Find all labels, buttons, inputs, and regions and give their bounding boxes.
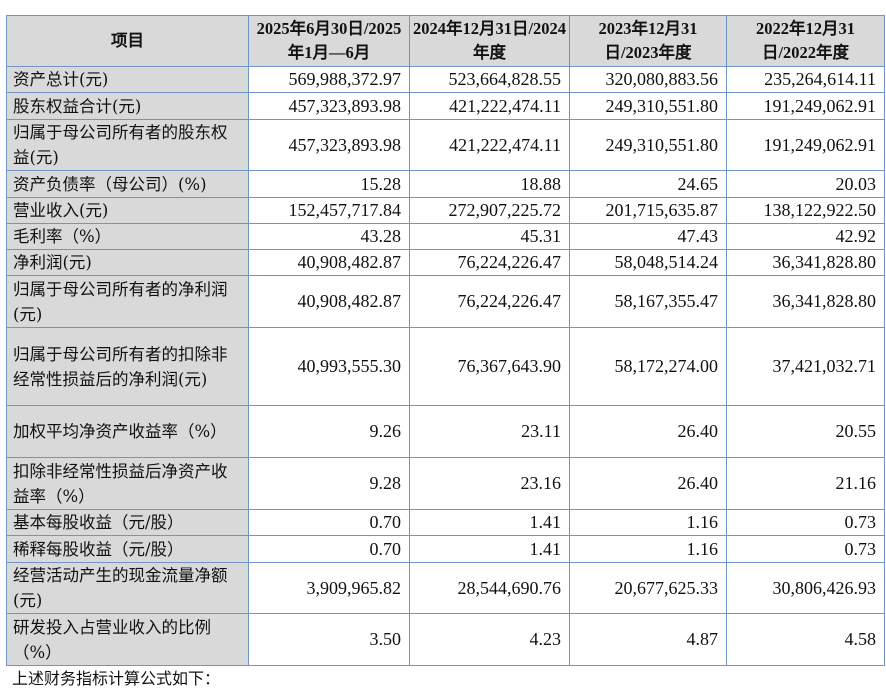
cell-value: 138,122,922.50 (726, 197, 885, 224)
cell-value: 40,908,482.87 (248, 275, 410, 328)
cell-value: 421,222,474.11 (409, 92, 570, 120)
table-row: 基本每股收益（元/股） 0.70 1.41 1.16 0.73 (6, 509, 885, 536)
row-label: 资产总计(元) (6, 66, 249, 93)
cell-value: 40,993,555.30 (248, 327, 410, 406)
cell-value: 249,310,551.80 (569, 92, 727, 120)
row-label: 基本每股收益（元/股） (6, 509, 249, 536)
cell-value: 43.28 (248, 223, 410, 250)
row-label: 归属于母公司所有者的净利润(元) (6, 275, 249, 328)
table-row: 资产总计(元) 569,988,372.97 523,664,828.55 320,0… (6, 66, 885, 93)
cell-value: 15.28 (248, 170, 410, 198)
cell-value: 457,323,893.98 (248, 92, 410, 120)
cell-value: 272,907,225.72 (409, 197, 570, 224)
table-row: 股东权益合计(元) 457,323,893.98 421,222,474.11 249… (6, 92, 885, 120)
cell-value: 4.23 (409, 613, 570, 666)
table-row: 归属于母公司所有者的净利润(元) 40,908,482.87 76,224,226.… (6, 275, 885, 328)
cell-value: 30,806,426.93 (726, 562, 885, 614)
cell-value: 45.31 (409, 223, 570, 250)
cell-value: 21.16 (726, 457, 885, 510)
row-label: 营业收入(元) (6, 197, 249, 224)
row-label: 稀释每股收益（元/股） (6, 535, 249, 563)
cell-value: 37,421,032.71 (726, 327, 885, 406)
row-label: 资产负债率（母公司）(%) (6, 170, 249, 198)
cell-value: 1.41 (409, 535, 570, 563)
cell-value: 4.87 (569, 613, 727, 666)
cell-value: 24.65 (569, 170, 727, 198)
cell-value: 58,172,274.00 (569, 327, 727, 406)
cell-value: 20.03 (726, 170, 885, 198)
cell-value: 20.55 (726, 405, 885, 458)
cell-value: 0.73 (726, 535, 885, 563)
cell-value: 457,323,893.98 (248, 119, 410, 171)
row-label: 归属于母公司所有者的扣除非经常性损益后的净利润(元) (6, 327, 249, 406)
table-row: 扣除非经常性损益后净资产收益率（%） 9.28 23.16 26.40 21.16 (6, 457, 885, 510)
cell-value: 3,909,965.82 (248, 562, 410, 614)
cell-value: 47.43 (569, 223, 727, 250)
cell-value: 28,544,690.76 (409, 562, 570, 614)
cell-value: 191,249,062.91 (726, 92, 885, 120)
table-header-row: 项目 2025年6月30日/2025年1月—6月 2024年12月31日/2024年… (6, 15, 885, 67)
cell-value: 20,677,625.33 (569, 562, 727, 614)
cell-value: 191,249,062.91 (726, 119, 885, 171)
row-label: 经营活动产生的现金流量净额(元) (6, 562, 249, 614)
cell-value: 9.26 (248, 405, 410, 458)
table-row: 营业收入(元) 152,457,717.84 272,907,225.72 201,7… (6, 197, 885, 224)
table-row: 归属于母公司所有者的扣除非经常性损益后的净利润(元) 40,993,555.30 7… (6, 327, 885, 406)
table-row: 资产负债率（母公司）(%) 15.28 18.88 24.65 20.03 (6, 170, 885, 198)
cell-value: 0.73 (726, 509, 885, 536)
table-row: 净利润(元) 40,908,482.87 76,224,226.47 58,048,5… (6, 249, 885, 276)
table-row: 经营活动产生的现金流量净额(元) 3,909,965.82 28,544,690.7… (6, 562, 885, 614)
cell-value: 18.88 (409, 170, 570, 198)
cell-value: 26.40 (569, 405, 727, 458)
cell-value: 201,715,635.87 (569, 197, 727, 224)
row-label: 加权平均净资产收益率（%） (6, 405, 249, 458)
cell-value: 0.70 (248, 509, 410, 536)
cell-value: 26.40 (569, 457, 727, 510)
table-row: 稀释每股收益（元/股） 0.70 1.41 1.16 0.73 (6, 535, 885, 563)
cell-value: 523,664,828.55 (409, 66, 570, 93)
cell-value: 249,310,551.80 (569, 119, 727, 171)
row-label: 毛利率（%） (6, 223, 249, 250)
cell-value: 40,908,482.87 (248, 249, 410, 276)
cell-value: 58,167,355.47 (569, 275, 727, 328)
row-label: 扣除非经常性损益后净资产收益率（%） (6, 457, 249, 510)
cell-value: 235,264,614.11 (726, 66, 885, 93)
cell-value: 9.28 (248, 457, 410, 510)
cell-value: 23.16 (409, 457, 570, 510)
cell-value: 421,222,474.11 (409, 119, 570, 171)
row-label: 净利润(元) (6, 249, 249, 276)
financial-indicators-table: 项目 2025年6月30日/2025年1月—6月 2024年12月31日/2024年… (6, 15, 885, 666)
table-row: 归属于母公司所有者的股东权益(元) 457,323,893.98 421,222,4… (6, 119, 885, 171)
cell-value: 1.16 (569, 509, 727, 536)
cell-value: 1.41 (409, 509, 570, 536)
cell-value: 76,224,226.47 (409, 275, 570, 328)
cell-value: 76,367,643.90 (409, 327, 570, 406)
cell-value: 23.11 (409, 405, 570, 458)
cell-value: 42.92 (726, 223, 885, 250)
footnote: 上述财务指标计算公式如下： (12, 669, 221, 688)
cell-value: 4.58 (726, 613, 885, 666)
header-item: 项目 (6, 15, 249, 67)
cell-value: 0.70 (248, 535, 410, 563)
row-label: 股东权益合计(元) (6, 92, 249, 120)
header-period: 2024年12月31日/2024年度 (409, 15, 570, 67)
header-period: 2025年6月30日/2025年1月—6月 (248, 15, 410, 67)
header-period: 2023年12月31日/2023年度 (569, 15, 727, 67)
cell-value: 152,457,717.84 (248, 197, 410, 224)
cell-value: 569,988,372.97 (248, 66, 410, 93)
cell-value: 36,341,828.80 (726, 275, 885, 328)
row-label: 归属于母公司所有者的股东权益(元) (6, 119, 249, 171)
cell-value: 36,341,828.80 (726, 249, 885, 276)
table-row: 加权平均净资产收益率（%） 9.26 23.11 26.40 20.55 (6, 405, 885, 458)
cell-value: 1.16 (569, 535, 727, 563)
cell-value: 320,080,883.56 (569, 66, 727, 93)
table-row: 毛利率（%） 43.28 45.31 47.43 42.92 (6, 223, 885, 250)
cell-value: 58,048,514.24 (569, 249, 727, 276)
cell-value: 3.50 (248, 613, 410, 666)
cell-value: 76,224,226.47 (409, 249, 570, 276)
header-period: 2022年12月31日/2022年度 (726, 15, 885, 67)
table-row: 研发投入占营业收入的比例（%） 3.50 4.23 4.87 4.58 (6, 613, 885, 666)
row-label: 研发投入占营业收入的比例（%） (6, 613, 249, 666)
